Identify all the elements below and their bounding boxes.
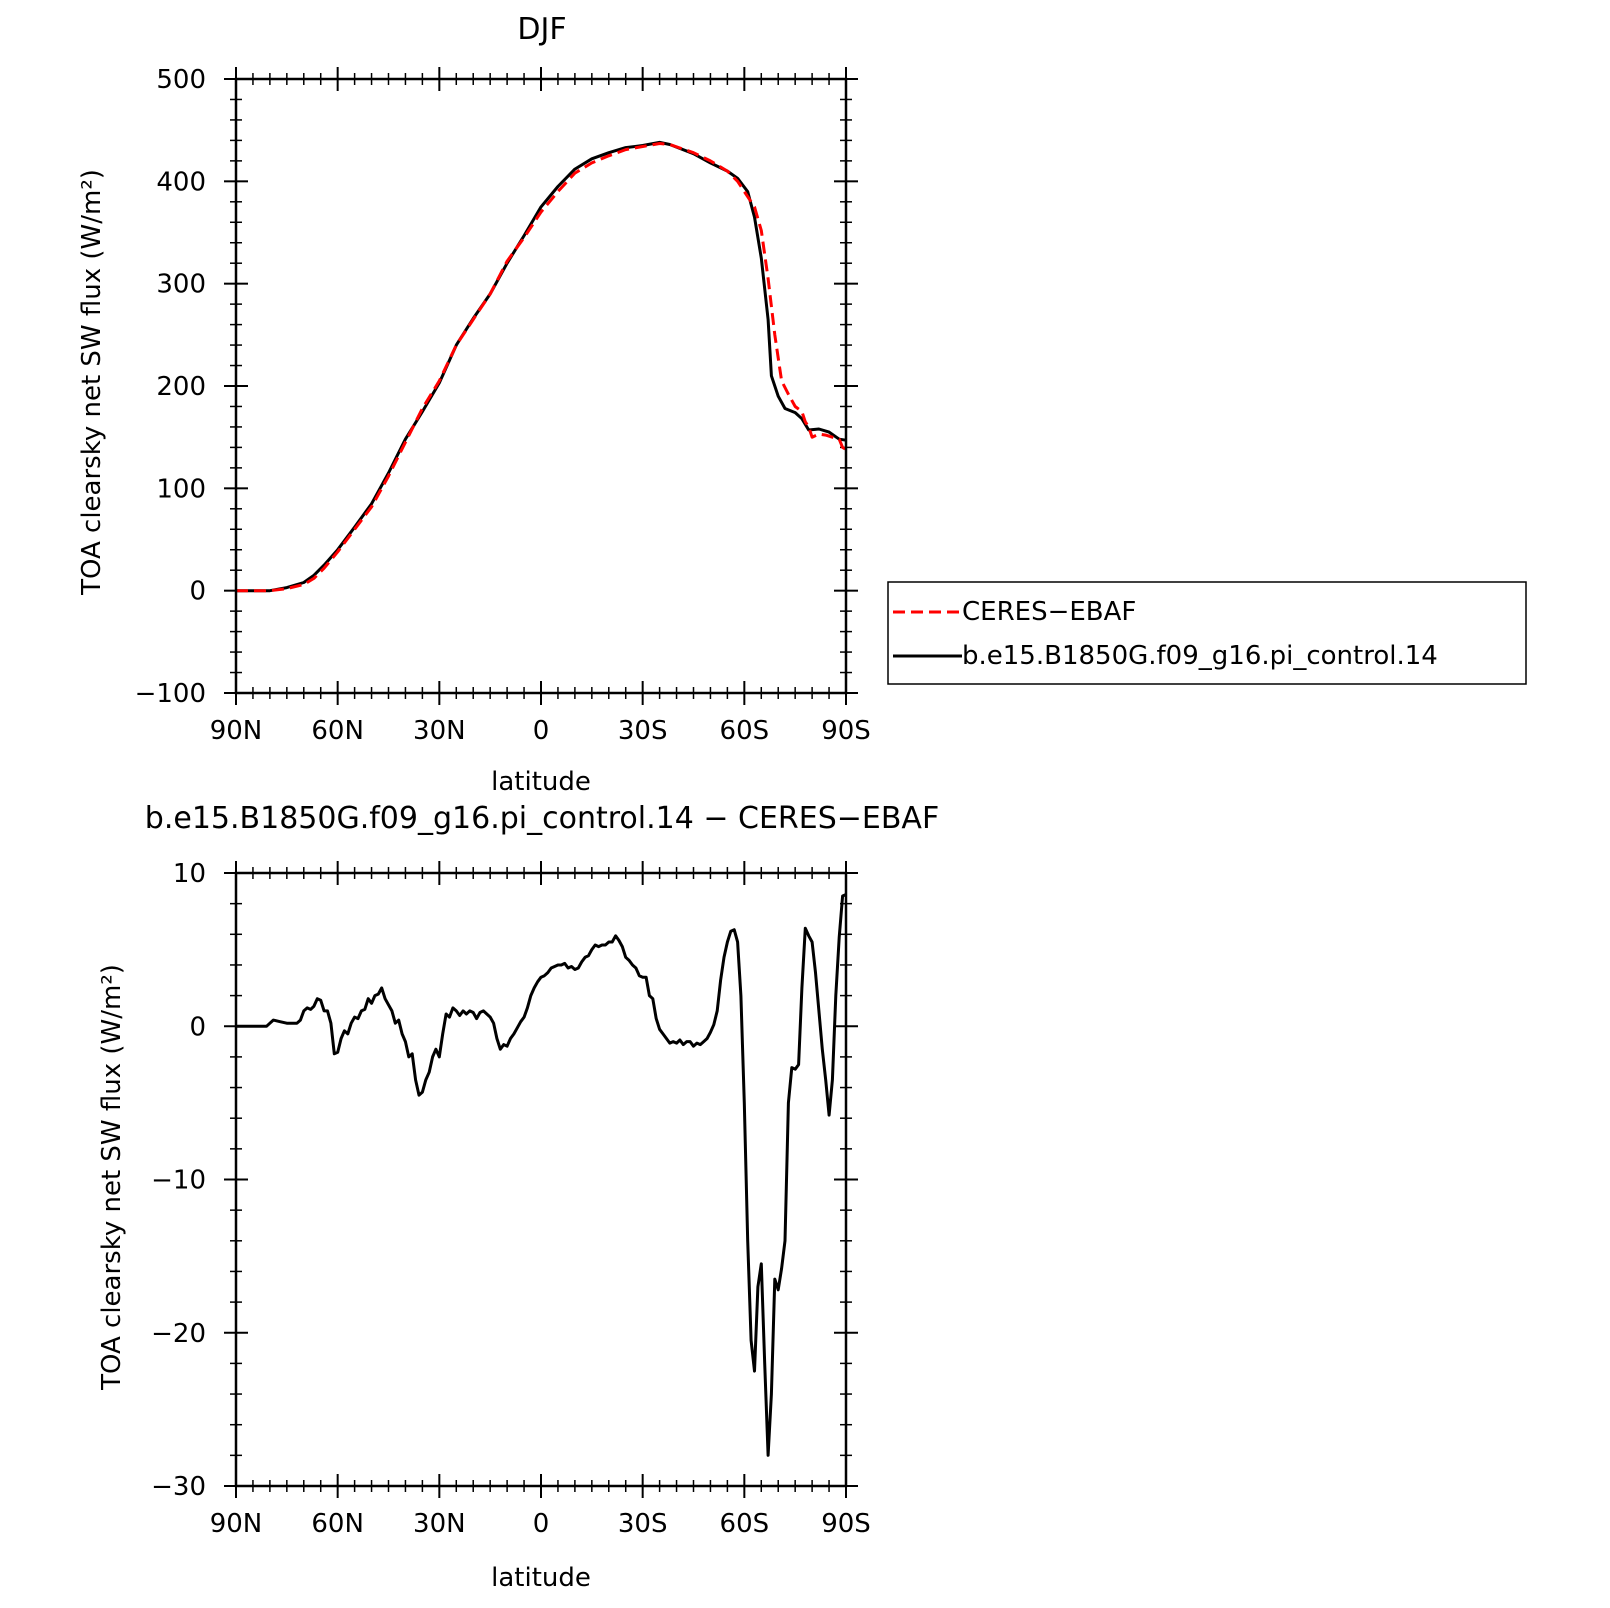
legend-box: [887, 581, 1527, 685]
x-tick-label: 30N: [413, 716, 466, 746]
y-tick-label: 300: [156, 270, 206, 300]
top-plot-frame: [234, 77, 848, 695]
x-tick-label: 0: [533, 716, 550, 746]
x-tick-label: 90S: [821, 1509, 871, 1539]
top-y-axis-label: TOA clearsky net SW flux (W/m²): [77, 169, 107, 596]
x-tick-label: 90N: [210, 1509, 263, 1539]
legend: CERES−EBAF b.e15.B1850G.f09_g16.pi_contr…: [887, 581, 1527, 685]
x-tick-label: 30S: [618, 1509, 668, 1539]
x-tick-label: 90N: [210, 716, 263, 746]
bottom-axes-ticks: [224, 861, 858, 1498]
bottom-y-axis-label: TOA clearsky net SW flux (W/m²): [97, 964, 127, 1391]
y-tick-label: −30: [151, 1472, 206, 1502]
y-tick-label: 200: [156, 372, 206, 402]
bottom-x-axis-label: latitude: [491, 1563, 591, 1593]
y-tick-label: 500: [156, 65, 206, 95]
y-tick-label: 0: [189, 577, 206, 607]
top-chart-title: DJF: [517, 12, 566, 47]
y-tick-label: 0: [189, 1012, 206, 1042]
x-tick-label: 60S: [720, 716, 770, 746]
bottom-plot-frame: [234, 871, 848, 1488]
bottom-chart-title: b.e15.B1850G.f09_g16.pi_control.14 − CER…: [145, 801, 939, 836]
y-tick-label: −10: [151, 1166, 206, 1196]
legend-label-model: b.e15.B1850G.f09_g16.pi_control.14: [962, 641, 1438, 671]
y-tick-label: 400: [156, 167, 206, 197]
y-tick-label: −100: [135, 679, 206, 709]
y-tick-label: 100: [156, 474, 206, 504]
x-tick-label: 30N: [413, 1509, 466, 1539]
x-tick-label: 60N: [311, 716, 364, 746]
series-line-difference: [236, 893, 847, 1457]
top-x-axis-label: latitude: [491, 767, 591, 797]
legend-label-ceres: CERES−EBAF: [962, 597, 1136, 627]
bottom-tick-labels: 90N 60N 30N 0 30S 60S 90S −30 −20 −10 0 10: [151, 859, 871, 1539]
top-axes-ticks: [224, 67, 858, 705]
bottom-series-lines: [236, 893, 847, 1457]
x-tick-label: 30S: [618, 716, 668, 746]
y-tick-label: 10: [173, 859, 206, 889]
top-series-lines: [236, 140, 847, 593]
x-tick-label: 90S: [821, 716, 871, 746]
top-tick-labels: 90N 60N 30N 0 30S 60S 90S −100 0 100 200 300 400 500: [135, 65, 871, 746]
x-tick-label: 0: [533, 1509, 550, 1539]
x-tick-label: 60N: [311, 1509, 364, 1539]
series-line-ceres-ebaf: [236, 142, 847, 593]
y-tick-label: −20: [151, 1319, 206, 1349]
top-chart-panel: DJF 90N 60N 30N 0 30S 60S 90S −100 0 100 200 300 400…: [77, 12, 871, 797]
bottom-chart-panel: b.e15.B1850G.f09_g16.pi_control.14 − CER…: [97, 801, 939, 1593]
x-tick-label: 60S: [720, 1509, 770, 1539]
